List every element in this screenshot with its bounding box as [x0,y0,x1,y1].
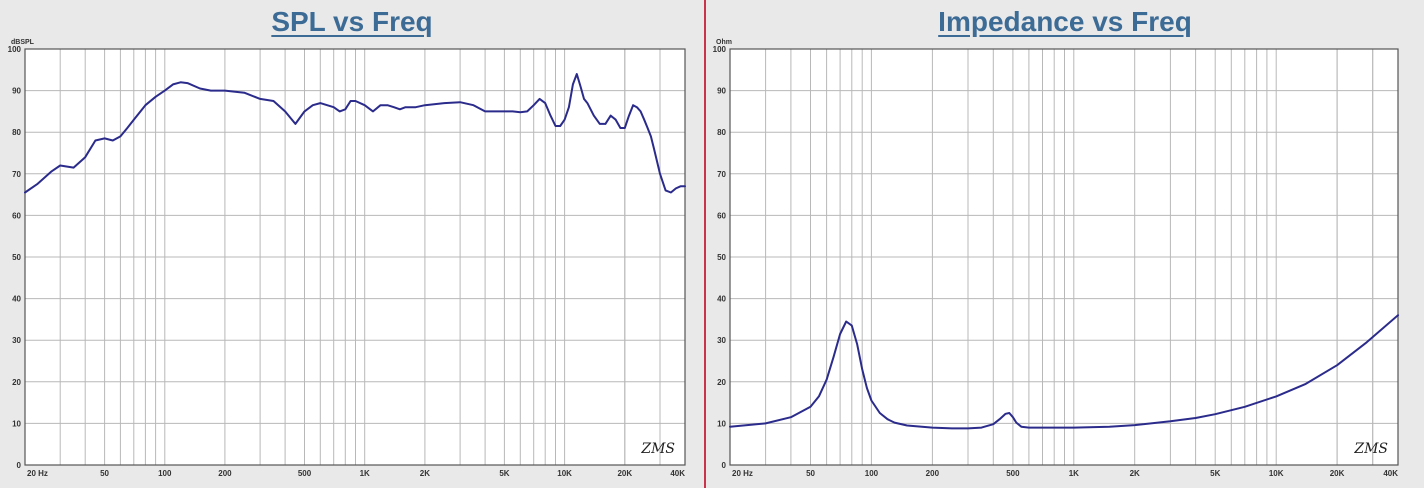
x-tick-label: 1K [360,469,370,478]
impedance-chart-title: Impedance vs Freq [938,6,1192,37]
x-tick-label: 20 Hz [732,469,753,478]
x-tick-label: 500 [1006,469,1020,478]
y-tick-label: 30 [12,336,21,345]
x-tick-label: 100 [158,469,172,478]
data-line [729,314,1399,430]
y-tick-label: 40 [12,295,21,304]
zms-watermark: ZMS [640,441,675,457]
x-tick-label: 40K [1383,469,1398,478]
y-tick-label: 80 [717,128,726,137]
y-tick-label: 90 [717,87,726,96]
spl-chart: 0 10 20 30 40 50 60 70 80 90 100 20 Hz 50 100 200 500 1K… [8,39,686,478]
zms-watermark: ZMS [1353,441,1388,457]
y-tick-label: 100 [713,45,727,54]
x-tick-label: 50 [100,469,109,478]
y-tick-label: 40 [717,295,726,304]
x-tick-label: 500 [298,469,312,478]
y-tick-label: 60 [12,211,21,220]
y-tick-label: 70 [12,170,21,179]
y-tick-label: 80 [12,128,21,137]
y-tick-label: 0 [17,461,22,470]
panel-divider [704,0,706,488]
x-tick-label: 20K [617,469,632,478]
y-tick-label: 20 [717,378,726,387]
y-tick-label: 90 [12,87,21,96]
x-tick-label: 2K [1130,469,1140,478]
x-tick-label: 200 [218,469,232,478]
x-tick-label: 10K [557,469,572,478]
x-tick-label: 20 Hz [27,469,48,478]
x-tick-label: 200 [926,469,940,478]
y-tick-label: 50 [12,253,21,262]
x-tick-label: 2K [420,469,430,478]
x-tick-label: 20K [1330,469,1345,478]
x-tick-label: 10K [1269,469,1284,478]
x-tick-label: 100 [865,469,879,478]
plot-border [729,48,1399,466]
y-tick-label: 10 [717,419,726,428]
impedance-panel: Impedance vs Freq 0 10 20 30 40 50 60 70 80 90 100… [706,0,1424,488]
x-tick-label: 40K [670,469,685,478]
spl-chart-title: SPL vs Freq [271,6,433,37]
y-tick-label: 10 [12,419,21,428]
y-axis-unit-label: dBSPL [11,39,35,46]
plot-border [24,48,686,466]
x-tick-label: 1K [1069,469,1079,478]
x-tick-label: 5K [1210,469,1220,478]
y-tick-label: 20 [12,378,21,387]
y-tick-label: 100 [8,45,22,54]
x-tick-label: 50 [806,469,815,478]
x-tick-label: 5K [499,469,509,478]
y-tick-label: 0 [722,461,727,470]
y-tick-label: 70 [717,170,726,179]
y-tick-label: 30 [717,336,726,345]
data-line [24,73,686,194]
spl-panel: SPL vs Freq 0 10 20 30 40 50 60 70 80 90 100 20 Hz 5… [0,0,704,488]
y-axis-unit-label: Ohm [716,39,732,46]
y-tick-label: 60 [717,211,726,220]
impedance-chart: 0 10 20 30 40 50 60 70 80 90 100 20 Hz 50 100 200 500 1K… [713,39,1399,478]
y-tick-label: 50 [717,253,726,262]
